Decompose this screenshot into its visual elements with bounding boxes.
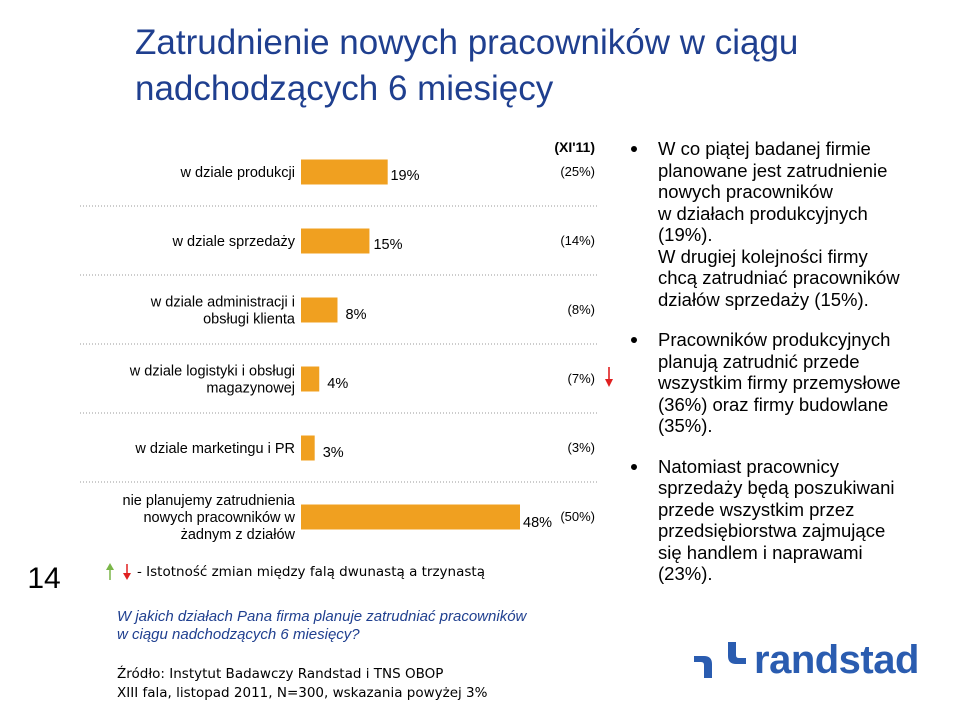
bullet-item: Pracowników produkcyjnych planują zatrud…: [628, 329, 928, 437]
bullet-line: sprzedaży będą poszukiwani: [658, 477, 895, 498]
bar: [301, 366, 320, 392]
bullet-line: nowych pracowników: [658, 181, 833, 202]
logo-text: randstad: [754, 638, 919, 682]
change-arrows-icon: [106, 563, 131, 580]
bullet-line: W co piątej badanej firmie: [658, 138, 871, 159]
survey-question: W jakich działach Pana firma planuje zat…: [117, 608, 577, 644]
comparison-label: (14%): [560, 233, 595, 248]
randstad-logo-icon: [694, 642, 746, 678]
bullet-line: działów sprzedaży (15%).: [658, 288, 869, 310]
source-line: Źródło: Instytut Badawczy Randstad i TNS…: [117, 666, 444, 682]
down-arrow-head-icon: [605, 379, 613, 387]
question-line: w ciągu nadchodzących 6 miesięcy?: [117, 626, 360, 643]
sidebar-strip: [0, 0, 88, 720]
bullet-item: W co piątej badanej firmie planowane jes…: [628, 138, 928, 310]
bar: [301, 435, 315, 461]
category-label: nie planujemy zatrudnienia: [123, 493, 296, 509]
comparison-label: (50%): [560, 509, 595, 524]
value-label: 4%: [327, 376, 348, 392]
bullet-line: przede wszystkim przez: [658, 498, 855, 520]
bullet-line: Natomiast pracownicy: [658, 455, 839, 477]
title-line-1: Zatrudnienie nowych pracowników w ciągu: [135, 23, 799, 62]
bullet-line: się handlem i naprawami: [658, 541, 863, 563]
category-label: w dziale sprzedaży: [172, 234, 296, 250]
question-line: W jakich działach Pana firma planuje zat…: [117, 608, 527, 625]
bar: [301, 297, 338, 323]
bullet-item: Natomiast pracownicy sprzedaży będą posz…: [628, 456, 928, 585]
category-label: obsługi klienta: [203, 312, 296, 328]
title-line-2: nadchodzących 6 miesięcy: [135, 69, 554, 108]
bullet-line: w działach produkcyjnych: [658, 202, 868, 224]
source-line: XIII fala, listopad 2011, N=300, wskazan…: [117, 685, 488, 701]
legend: - Istotność zmian między falą dwunastą a…: [103, 560, 485, 584]
bullet-line: planują zatrudnić przede: [658, 350, 860, 372]
value-label: 19%: [390, 168, 419, 184]
value-label: 8%: [346, 307, 367, 323]
comparison-label: (8%): [568, 302, 595, 317]
randstad-logo: randstad: [692, 640, 927, 680]
category-label: w dziale logistyki i obsługi: [129, 364, 295, 380]
comparison-header: (XI'11): [554, 139, 595, 155]
bullet-line: W drugiej kolejności firmy: [658, 245, 868, 267]
category-label: w dziale marketingu i PR: [134, 441, 295, 457]
bullet-line: (35%).: [658, 415, 713, 436]
category-label: magazynowej: [206, 381, 295, 397]
slide-title: Zatrudnienie nowych pracowników w ciągu …: [135, 20, 935, 112]
bullet-line: chcą zatrudniać pracowników: [658, 267, 900, 288]
page-number: 14: [27, 562, 61, 595]
category-label: nowych pracowników w: [143, 510, 295, 526]
value-label: 15%: [373, 237, 402, 253]
comparison-label: (3%): [568, 440, 595, 455]
category-label: w dziale produkcji: [180, 165, 295, 181]
bullet-list: W co piątej badanej firmie planowane jes…: [628, 138, 928, 604]
bullet-line: wszystkim firmy przemysłowe: [658, 372, 901, 393]
category-label: żadnym z działów: [181, 527, 296, 543]
source-note: Źródło: Instytut Badawczy Randstad i TNS…: [117, 665, 577, 703]
bar-chart: (XI'11) w dziale produkcji 19% (25%) w dzial…: [80, 139, 613, 543]
value-label: 48%: [523, 515, 552, 531]
bullet-line: Pracowników produkcyjnych: [658, 329, 891, 350]
bullet-line: (19%).: [658, 224, 713, 245]
bullet-line: przedsiębiorstwa zajmujące: [658, 520, 886, 541]
bar: [301, 504, 520, 530]
comparison-label: (25%): [560, 164, 595, 179]
value-label: 3%: [323, 445, 344, 461]
comparison-label: (7%): [568, 371, 595, 386]
bar: [301, 159, 388, 185]
category-label: w dziale administracji i: [150, 295, 295, 311]
bullet-line: (23%).: [658, 563, 713, 584]
bullet-line: planowane jest zatrudnienie: [658, 159, 888, 181]
bar: [301, 228, 370, 254]
legend-text: - Istotność zmian między falą dwunastą a…: [137, 564, 485, 580]
bullet-line: (36%) oraz firmy budowlane: [658, 393, 889, 415]
